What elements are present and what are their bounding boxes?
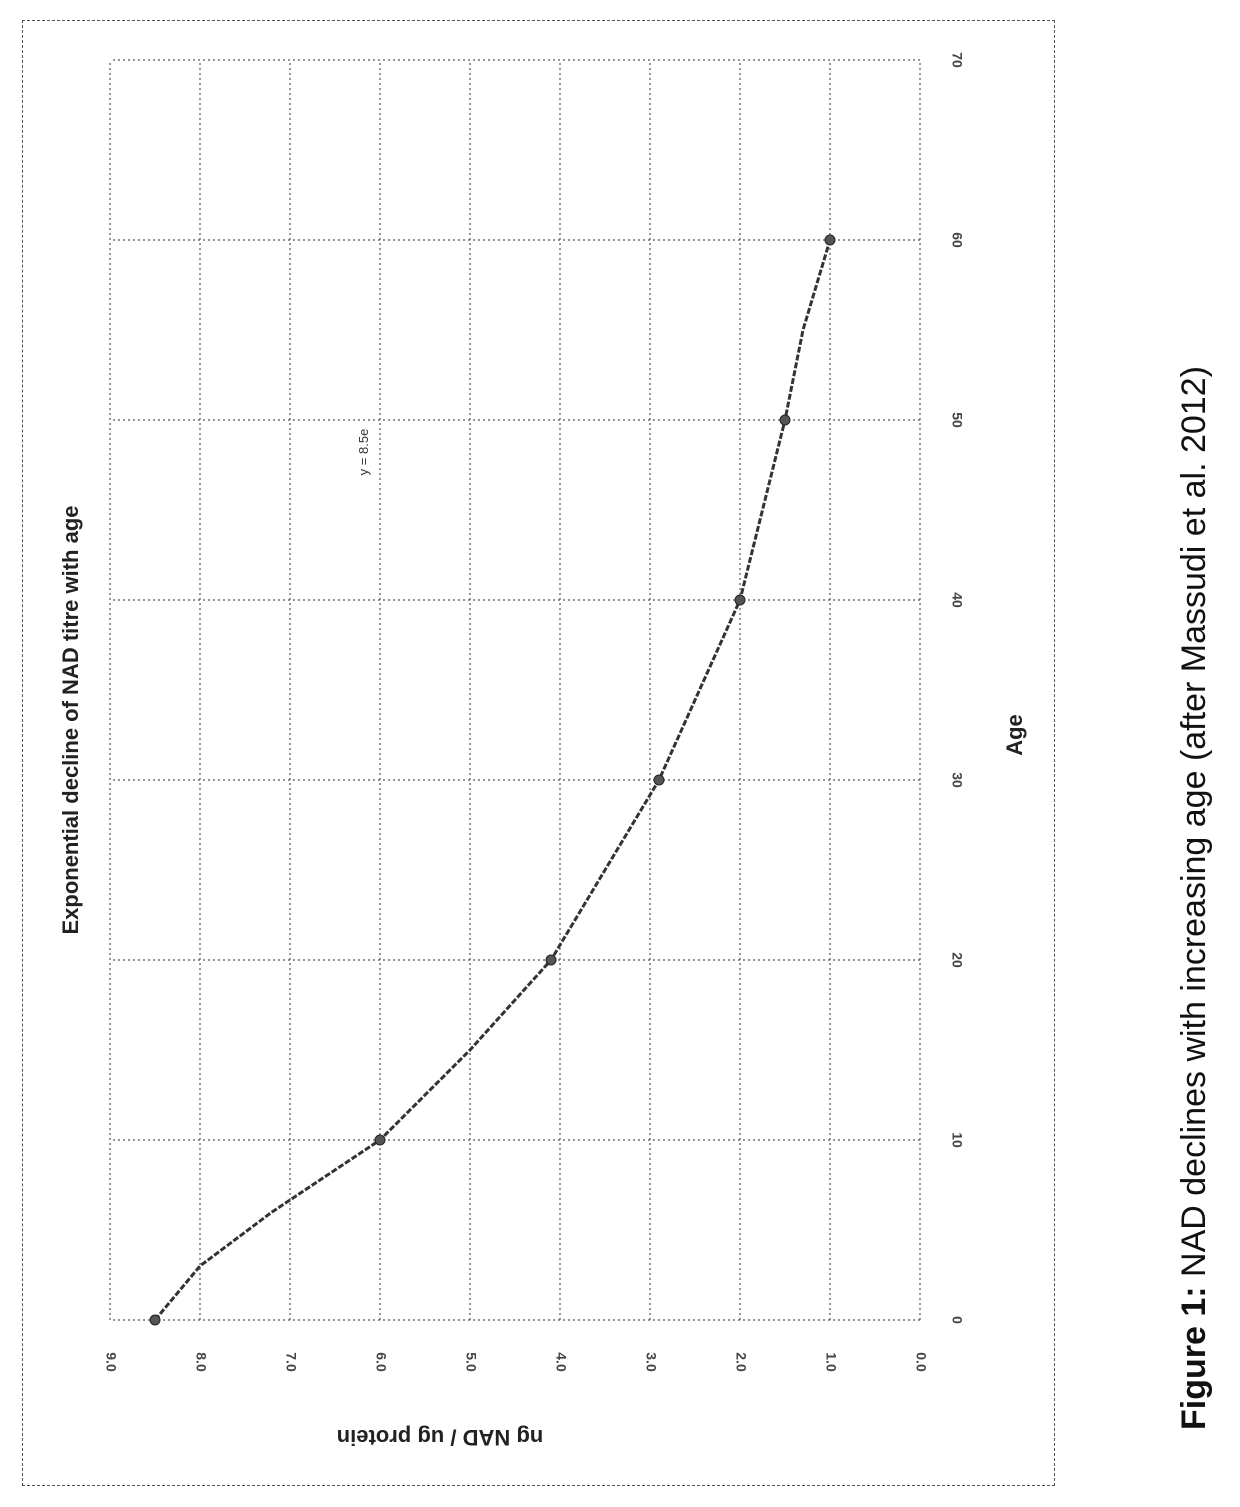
x-tick-labels: 0 10 20 30 40 50 60 70 <box>949 52 965 1324</box>
y-tick-label: 5.0 <box>463 1352 479 1372</box>
data-markers <box>149 234 836 1326</box>
y-tick-label: 6.0 <box>373 1352 389 1372</box>
equation-annotation: y = 8.5e <box>356 429 371 476</box>
x-axis-label: Age <box>1002 714 1027 756</box>
y-tick-label: 7.0 <box>283 1352 299 1372</box>
grid <box>109 59 921 1321</box>
y-tick-label: 8.0 <box>193 1352 209 1372</box>
y-tick-label: 4.0 <box>553 1352 569 1372</box>
data-point <box>779 414 791 426</box>
y-tick-label: 0.0 <box>913 1352 929 1372</box>
figure-caption: Figure 1: NAD declines with increasing a… <box>1175 366 1214 1430</box>
figure-caption-text: NAD declines with increasing age (after … <box>1175 366 1213 1287</box>
data-point <box>374 1134 386 1146</box>
data-point <box>734 594 746 606</box>
x-tick-label: 0 <box>949 1316 965 1324</box>
x-tick-label: 60 <box>949 232 965 248</box>
x-tick-label: 70 <box>949 52 965 68</box>
y-tick-label: 3.0 <box>643 1352 659 1372</box>
y-axis-label: ng NAD / ug protein <box>337 1425 544 1450</box>
data-point <box>824 234 836 246</box>
y-tick-labels: 0.0 1.0 2.0 3.0 4.0 5.0 6.0 7.0 8.0 9.0 <box>103 1352 929 1372</box>
x-tick-label: 40 <box>949 592 965 608</box>
x-tick-label: 50 <box>949 412 965 428</box>
y-tick-label: 2.0 <box>733 1352 749 1372</box>
x-tick-label: 20 <box>949 952 965 968</box>
figure-caption-label: Figure 1: <box>1175 1286 1213 1430</box>
chart-title: Exponential decline of NAD titre with ag… <box>58 505 83 934</box>
x-tick-label: 10 <box>949 1132 965 1148</box>
data-point <box>149 1314 161 1326</box>
data-point <box>653 774 665 786</box>
series <box>153 239 832 1321</box>
x-tick-label: 30 <box>949 772 965 788</box>
data-point <box>545 954 557 966</box>
series-line-0 <box>153 239 832 1321</box>
figure-frame <box>22 20 1055 1486</box>
y-tick-label: 1.0 <box>823 1352 839 1372</box>
y-tick-label: 9.0 <box>103 1352 119 1372</box>
